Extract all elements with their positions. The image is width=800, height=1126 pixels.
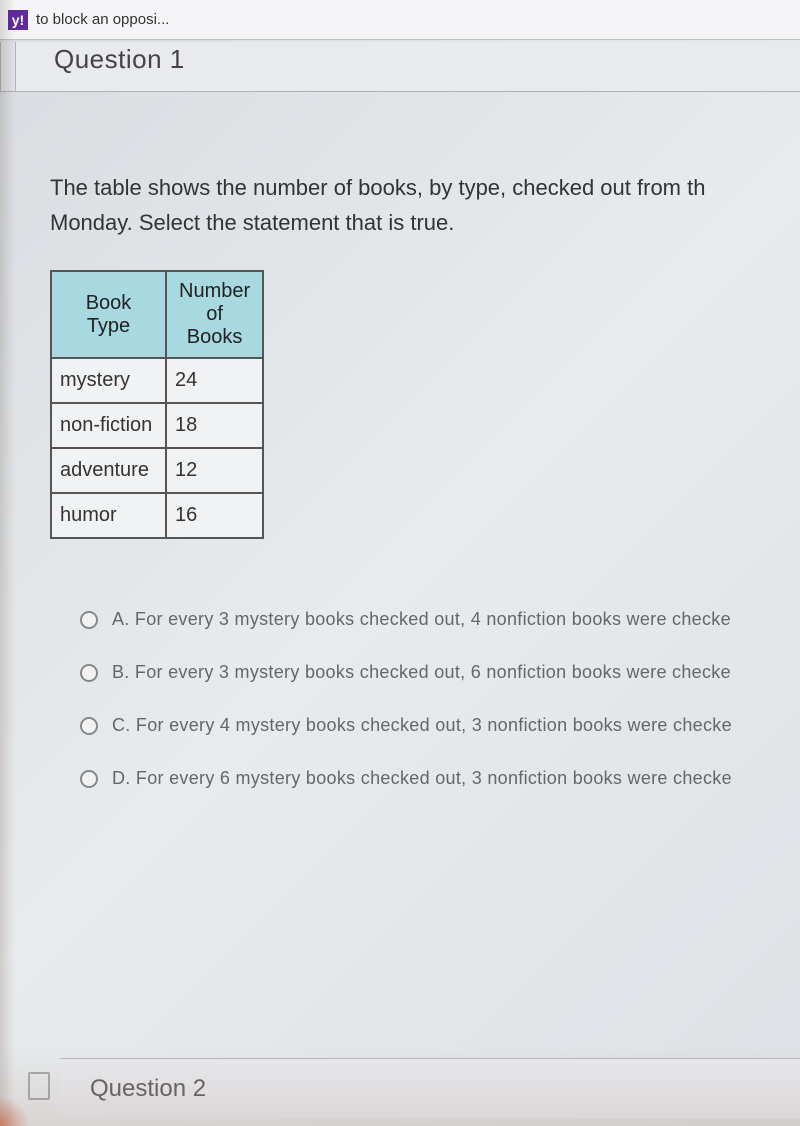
table-row: humor 16 xyxy=(51,493,263,538)
table-header-book-type: Book Type xyxy=(51,271,166,358)
browser-tab-title[interactable]: to block an opposi... xyxy=(36,11,169,28)
option-b[interactable]: B. For every 3 mystery books checked out… xyxy=(80,662,770,683)
cell-count: 16 xyxy=(166,493,263,538)
option-d[interactable]: D. For every 6 mystery books checked out… xyxy=(80,768,770,789)
question-number-title: Question 1 xyxy=(54,44,185,75)
prompt-line-1: The table shows the number of books, by … xyxy=(50,175,705,200)
option-a-text: A. For every 3 mystery books checked out… xyxy=(112,609,731,630)
browser-tab-bar: y! to block an opposi... xyxy=(0,0,800,40)
photo-vignette xyxy=(0,1096,30,1126)
radio-icon[interactable] xyxy=(80,664,98,682)
radio-icon[interactable] xyxy=(80,770,98,788)
cell-type: mystery xyxy=(51,358,166,403)
cell-type: adventure xyxy=(51,448,166,493)
radio-icon[interactable] xyxy=(80,611,98,629)
cell-type: non-fiction xyxy=(51,403,166,448)
question-content: The table shows the number of books, by … xyxy=(20,100,800,851)
radio-icon[interactable] xyxy=(80,717,98,735)
cell-count: 18 xyxy=(166,403,263,448)
table-row: adventure 12 xyxy=(51,448,263,493)
photo-vignette xyxy=(0,0,15,1126)
question-prompt: The table shows the number of books, by … xyxy=(50,170,770,240)
answer-options-group: A. For every 3 mystery books checked out… xyxy=(50,599,770,789)
option-b-text: B. For every 3 mystery books checked out… xyxy=(112,662,731,683)
yahoo-icon: y! xyxy=(8,10,28,30)
option-c-text: C. For every 4 mystery books checked out… xyxy=(112,715,732,736)
question-header-bar[interactable]: Question 1 xyxy=(15,42,800,92)
question-2-title: Question 2 xyxy=(90,1075,206,1103)
option-d-text: D. For every 6 mystery books checked out… xyxy=(112,768,732,789)
cell-count: 12 xyxy=(166,448,263,493)
table-row: mystery 24 xyxy=(51,358,263,403)
prompt-line-2: Monday. Select the statement that is tru… xyxy=(50,210,454,235)
option-c[interactable]: C. For every 4 mystery books checked out… xyxy=(80,715,770,736)
page-icon xyxy=(28,1072,50,1100)
table-header-number: Number of Books xyxy=(166,271,263,358)
cell-count: 24 xyxy=(166,358,263,403)
question-2-header-bar[interactable]: Question 2 xyxy=(60,1058,800,1118)
option-a[interactable]: A. For every 3 mystery books checked out… xyxy=(80,609,770,630)
table-row: non-fiction 18 xyxy=(51,403,263,448)
cell-type: humor xyxy=(51,493,166,538)
books-table: Book Type Number of Books mystery 24 non… xyxy=(50,270,264,539)
